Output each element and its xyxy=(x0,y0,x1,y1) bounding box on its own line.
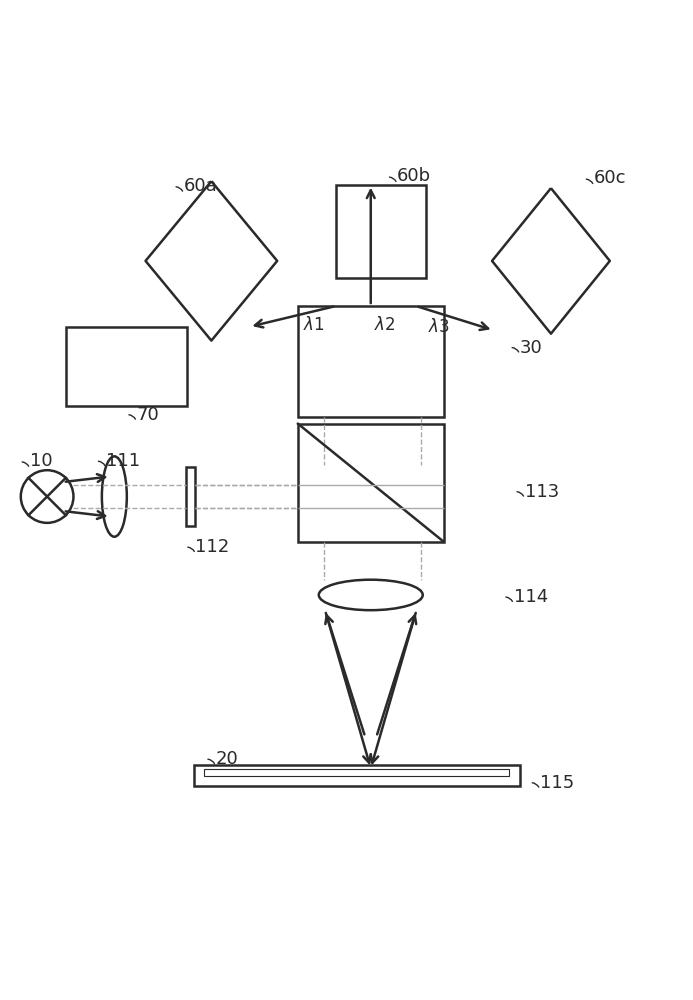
Text: $\lambda$2: $\lambda$2 xyxy=(374,316,396,334)
Bar xyxy=(336,185,426,278)
Bar xyxy=(66,327,187,406)
Text: 70: 70 xyxy=(137,406,159,424)
Text: 111: 111 xyxy=(106,452,140,470)
Bar xyxy=(298,424,444,542)
Bar xyxy=(186,467,195,526)
Bar xyxy=(204,769,509,776)
Text: $\lambda$3: $\lambda$3 xyxy=(428,318,450,336)
Ellipse shape xyxy=(319,580,423,610)
Text: 112: 112 xyxy=(195,538,229,556)
Ellipse shape xyxy=(102,456,127,537)
Text: 20: 20 xyxy=(216,750,238,768)
Text: 115: 115 xyxy=(540,774,574,792)
Text: $\lambda$1: $\lambda$1 xyxy=(303,316,324,334)
Bar xyxy=(298,306,444,417)
Text: 60c: 60c xyxy=(594,169,626,187)
Bar xyxy=(194,765,520,786)
Text: 60a: 60a xyxy=(184,177,218,195)
Text: 30: 30 xyxy=(520,339,543,357)
Text: 10: 10 xyxy=(30,452,53,470)
Text: 114: 114 xyxy=(514,588,547,606)
Text: 113: 113 xyxy=(525,483,559,501)
Text: 60b: 60b xyxy=(397,167,431,185)
